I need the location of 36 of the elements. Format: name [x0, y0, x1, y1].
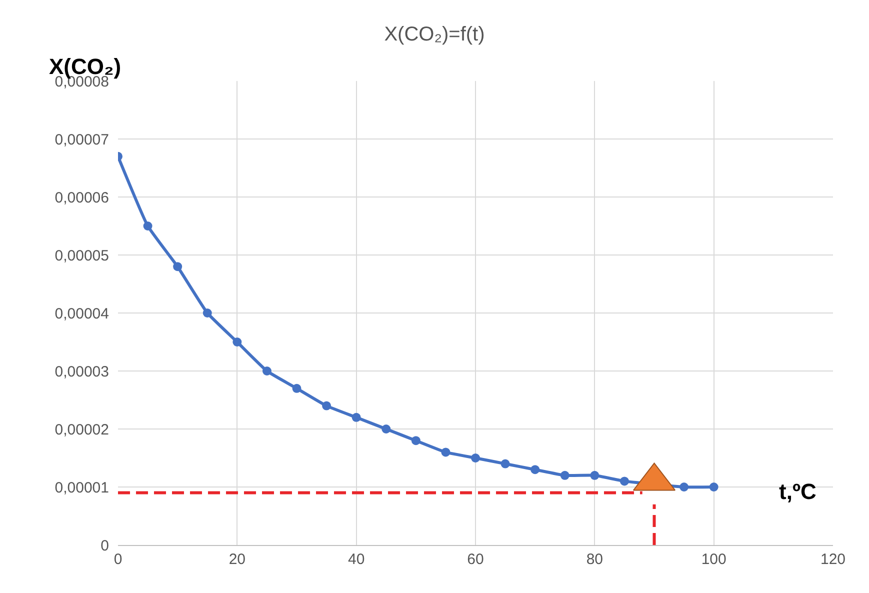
point	[680, 482, 689, 492]
y-tick-label: 0,00006	[54, 189, 109, 206]
point	[382, 424, 391, 434]
chart-title: X(CO₂)=f(t)	[384, 24, 485, 46]
x-tick-label: 20	[228, 551, 246, 568]
point	[411, 436, 420, 446]
x-tick-label: 80	[586, 551, 604, 568]
point	[232, 338, 242, 346]
y-tick-label: 0,00002	[54, 421, 109, 438]
point	[560, 470, 570, 480]
point	[590, 470, 600, 480]
x-axis-title: t,ºC	[779, 479, 816, 504]
point	[709, 482, 718, 492]
x-tick-label: 40	[348, 551, 365, 568]
point	[262, 366, 272, 376]
point	[292, 384, 302, 393]
x-tick-label: 0	[114, 551, 122, 568]
y-tick-label: 0,00003	[54, 363, 109, 380]
y-tick-label: 0,00001	[54, 479, 109, 496]
point	[202, 308, 212, 318]
x-tick-label: 100	[701, 551, 726, 568]
point	[322, 401, 332, 410]
point	[441, 448, 450, 457]
point	[500, 459, 510, 468]
x-tick-label: 120	[820, 551, 846, 568]
x-tick-label: 60	[467, 551, 484, 568]
y-tick-label: 0,00005	[54, 247, 109, 264]
point	[530, 465, 540, 474]
y-tick-label: 0	[100, 537, 109, 554]
point	[471, 454, 480, 462]
point	[173, 262, 182, 272]
point	[620, 476, 629, 486]
point	[143, 222, 152, 230]
y-tick-label: 0,00007	[54, 131, 109, 148]
point	[352, 412, 361, 422]
y-tick-label: 0,00004	[54, 305, 109, 322]
